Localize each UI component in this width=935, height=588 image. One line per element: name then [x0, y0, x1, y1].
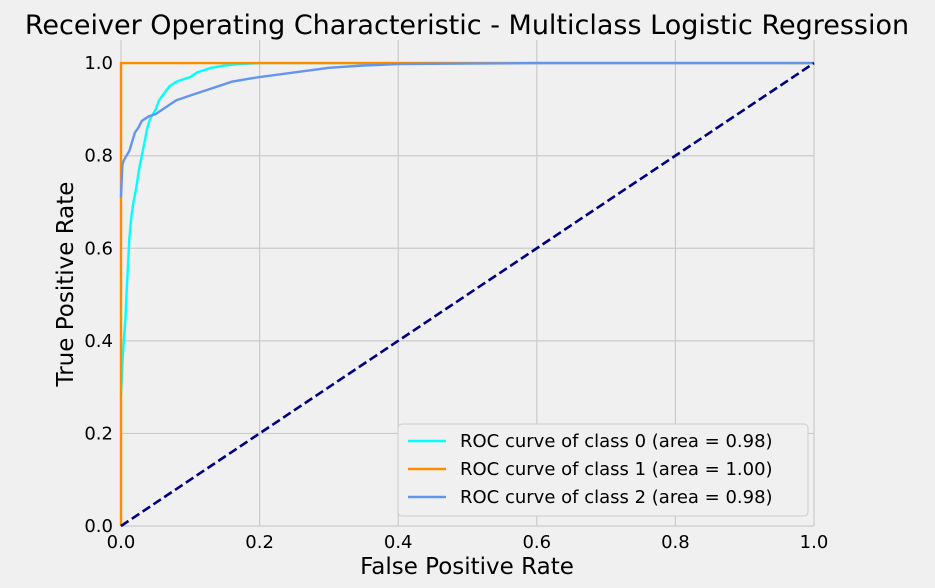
series-line-class-2	[119, 61, 814, 198]
legend-entry-label: ROC curve of class 0 (area = 0.98)	[460, 431, 773, 452]
x-tick-label: 0.6	[522, 532, 551, 553]
series-line-class-0	[119, 61, 814, 397]
y-tick-label: 1.0	[84, 53, 113, 74]
chance-diagonal-line	[120, 62, 815, 528]
legend: ROC curve of class 0 (area = 0.98) ROC cu…	[397, 423, 809, 517]
legend-box	[397, 423, 809, 517]
y-tick-label: 0.2	[84, 423, 113, 444]
series-layer	[119, 61, 815, 528]
chart-title: Receiver Operating Characteristic - Mult…	[25, 10, 909, 41]
y-tick-label: 0.4	[84, 331, 113, 352]
y-axis-label: True Positive Rate	[53, 182, 79, 388]
x-tick-label: 0.8	[661, 532, 690, 553]
y-tick-label: 0.0	[84, 516, 113, 537]
x-tick-label: 0.2	[245, 532, 274, 553]
x-tick-label: 0.0	[107, 532, 136, 553]
tick-labels: 0.0 0.2 0.4 0.6 0.8 1.0 0.0 0.2 0.4 0.6 0.8 1.0	[84, 53, 828, 553]
x-axis-label: False Positive Rate	[360, 554, 574, 580]
legend-entry-label: ROC curve of class 2 (area = 0.98)	[460, 487, 773, 508]
y-tick-label: 0.6	[84, 238, 113, 259]
legend-entry-label: ROC curve of class 1 (area = 1.00)	[460, 459, 773, 480]
grid	[120, 40, 815, 527]
x-tick-label: 0.4	[384, 532, 413, 553]
y-tick-label: 0.8	[84, 146, 113, 167]
x-tick-label: 1.0	[800, 532, 829, 553]
